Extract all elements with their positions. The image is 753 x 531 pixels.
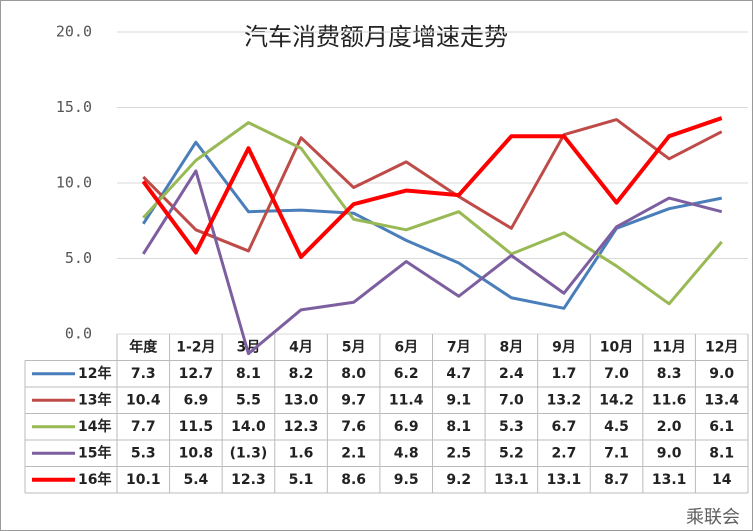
table-cell: 4.5 [604, 419, 629, 435]
table-cell: 1.6 [289, 445, 314, 461]
legend-label: 16年 [78, 471, 111, 488]
table-cell: 13.1 [494, 472, 529, 488]
table-cell: 1.7 [552, 366, 577, 382]
table-cell: 9.1 [446, 392, 471, 408]
table-cell: 6.9 [394, 419, 419, 435]
table-cell: 7.0 [499, 392, 524, 408]
y-tick-label: 10.0 [56, 174, 92, 192]
table-cell: 12.7 [179, 366, 214, 382]
y-tick-label: 15.0 [56, 98, 92, 116]
table-cell: 13.4 [704, 392, 739, 408]
table-cell: 10.8 [179, 445, 214, 461]
legend-label: 15年 [78, 444, 111, 461]
table-cell: 8.7 [604, 472, 629, 488]
table-cell: 6.9 [183, 392, 208, 408]
x-tick-label: 9月 [552, 339, 576, 355]
table-cell: 14 [712, 472, 732, 488]
table-cell: 8.1 [236, 366, 261, 382]
table-cell: 6.2 [394, 366, 419, 382]
y-tick-label: 5.0 [65, 249, 92, 267]
table-cell: 8.6 [341, 472, 366, 488]
series-line [142, 140, 723, 310]
legend-label: 14年 [78, 418, 111, 435]
x-tick-label: 11月 [652, 339, 685, 355]
table-cell: 8.0 [341, 366, 366, 382]
x-tick-label: 10月 [600, 339, 633, 355]
table-cell: 14.0 [231, 419, 266, 435]
table-cell: 11.5 [179, 419, 214, 435]
table-cell: 4.8 [394, 445, 419, 461]
x-tick-label: 12月 [705, 339, 738, 355]
legend-label: 12年 [78, 365, 111, 382]
series-line [142, 121, 723, 306]
table-cell: 9.0 [709, 366, 734, 382]
y-tick-label: 0.0 [65, 325, 92, 343]
table-cell: 7.0 [604, 366, 629, 382]
table-cell: 12.3 [231, 472, 266, 488]
table-cell: 7.1 [604, 445, 629, 461]
table-cell: 9.5 [394, 472, 419, 488]
table-cell: 5.5 [236, 392, 261, 408]
x-tick-label: 7月 [447, 339, 471, 355]
table-cell: 11.4 [389, 392, 424, 408]
table-cell: 2.1 [341, 445, 366, 461]
table-cell: 8.1 [709, 445, 734, 461]
x-tick-label: 8月 [500, 339, 524, 355]
table-cell: 10.1 [126, 472, 161, 488]
table-cell: 11.6 [652, 392, 687, 408]
table-cell: 5.2 [499, 445, 524, 461]
x-tick-label: 1-2月 [176, 339, 215, 355]
table-cell: 13.2 [547, 392, 582, 408]
watermark: 乘联会 [686, 507, 740, 528]
table-cell: 2.5 [446, 445, 471, 461]
x-tick-label: 4月 [289, 339, 313, 355]
table-cell: 8.2 [289, 366, 314, 382]
table-cell: 13.1 [652, 472, 687, 488]
x-tick-label: 6月 [394, 339, 418, 355]
table-cell: 9.7 [341, 392, 366, 408]
table-cell: 8.3 [657, 366, 682, 382]
series-line [141, 116, 723, 259]
table-cell: 9.2 [446, 472, 471, 488]
table-cell: (1.3) [230, 445, 268, 461]
table-cell: 7.6 [341, 419, 366, 435]
series-line [142, 169, 723, 356]
table-cell: 14.2 [599, 392, 634, 408]
table-cell: 5.3 [131, 445, 156, 461]
table-cell: 8.1 [446, 419, 471, 435]
series-line [142, 118, 723, 253]
table-cell: 13.1 [547, 472, 582, 488]
table-cell: 2.4 [499, 366, 524, 382]
x-tick-label: 年度 [129, 338, 158, 355]
table-cell: 9.0 [657, 445, 682, 461]
table-cell: 2.0 [657, 419, 682, 435]
table-cell: 6.7 [552, 419, 577, 435]
table-cell: 2.7 [552, 445, 577, 461]
chart-title: 汽车消费额月度增速走势 [244, 23, 508, 51]
table-cell: 12.3 [284, 419, 319, 435]
table-cell: 6.1 [709, 419, 734, 435]
table-cell: 5.1 [289, 472, 314, 488]
table-cell: 5.3 [499, 419, 524, 435]
table-cell: 7.7 [131, 419, 156, 435]
table-cell: 4.7 [446, 366, 471, 382]
table-cell: 10.4 [126, 392, 161, 408]
legend-label: 13年 [78, 391, 111, 408]
table-cell: 5.4 [183, 472, 208, 488]
x-tick-label: 5月 [342, 339, 366, 355]
x-tick-label: 3月 [237, 339, 261, 355]
table-cell: 7.3 [131, 366, 156, 382]
table-cell: 13.0 [284, 392, 319, 408]
y-tick-label: 20.0 [56, 23, 92, 41]
